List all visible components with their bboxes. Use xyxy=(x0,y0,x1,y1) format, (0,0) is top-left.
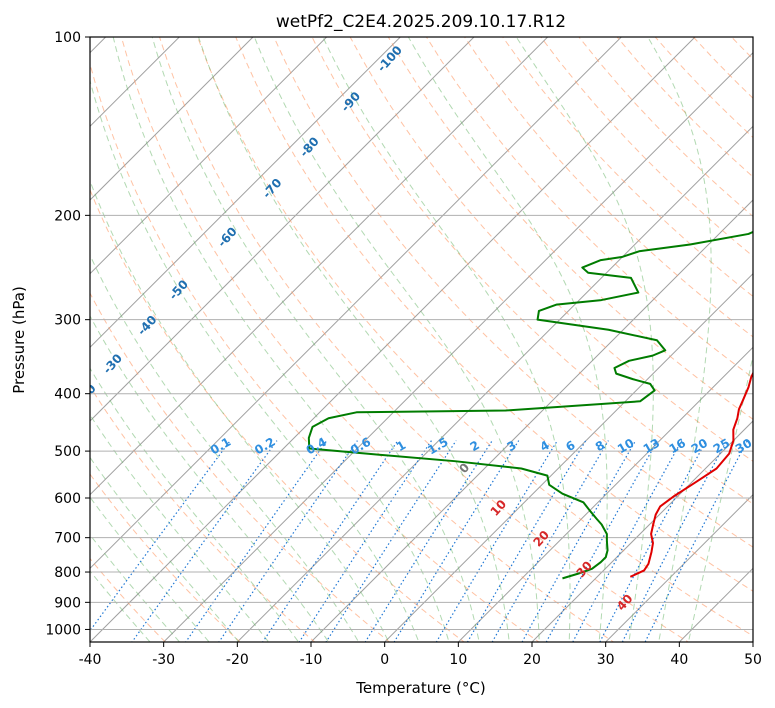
dewpoint-profile-line xyxy=(307,230,753,580)
moist-adiabat-line xyxy=(112,37,450,642)
dry-adiabat-line xyxy=(273,37,753,548)
mixing-ratio-line xyxy=(521,440,637,642)
dry-adiabat-line xyxy=(349,37,753,462)
isotherm-line xyxy=(90,37,402,349)
isotherm-line xyxy=(162,51,753,642)
y-tick-label: 700 xyxy=(54,531,81,547)
adiabat-label: -20 xyxy=(74,381,99,406)
dry-adiabat-line xyxy=(197,37,753,637)
moist-adiabat-line xyxy=(90,254,360,642)
moist-adiabat-line xyxy=(322,37,571,642)
x-tick-label: 20 xyxy=(523,652,541,668)
mixing-ratio-line xyxy=(364,440,493,642)
moist-adiabat-line xyxy=(90,413,270,642)
dry-adiabat-line xyxy=(120,37,615,642)
mixing-ratio-line xyxy=(435,440,558,642)
dry-adiabat-line xyxy=(90,385,316,642)
x-tick-label: 30 xyxy=(597,652,615,668)
y-tick-label: 1000 xyxy=(45,622,81,638)
temperature-profile-line xyxy=(629,371,753,578)
chart-title: wetPf2_C2E4.2025.209.10.17.R12 xyxy=(276,12,566,32)
y-tick-label: 200 xyxy=(54,208,81,224)
x-tick-label: -30 xyxy=(152,652,175,668)
dry-adiabat-line xyxy=(311,37,753,505)
moist-adiabat-line xyxy=(647,37,712,642)
mixing-ratio-line xyxy=(572,440,683,642)
isotherm-line xyxy=(90,37,181,128)
y-tick-label: 100 xyxy=(54,30,81,46)
mixing-ratio-line xyxy=(644,440,748,642)
moist-adiabat-line xyxy=(515,37,654,642)
moist-adiabat-line xyxy=(151,37,480,642)
isotherm-line xyxy=(236,125,753,642)
isotherm-line xyxy=(90,37,549,496)
mixing-ratio-line xyxy=(131,440,278,642)
x-tick-label: -10 xyxy=(300,652,323,668)
isotherm-line xyxy=(90,37,475,422)
background-lines xyxy=(90,37,753,642)
isotherm-line xyxy=(90,37,328,275)
x-tick-label: 10 xyxy=(449,652,467,668)
axis-ticks: -40 -30 -20 -10 0 10 20 30 40 50 1000 900 800 700 600 5… xyxy=(45,30,762,668)
plot-frame xyxy=(89,36,754,643)
isotherm-line xyxy=(531,420,753,642)
isotherm-line xyxy=(90,37,623,570)
x-tick-label: 50 xyxy=(744,652,762,668)
mixing-ratio-label: 30 xyxy=(733,436,754,456)
y-tick-label: 800 xyxy=(54,565,81,581)
moist-adiabat-line xyxy=(90,456,240,642)
y-tick-label: 300 xyxy=(54,313,81,329)
dry-adiabat-line xyxy=(90,473,241,642)
dry-adiabat-line xyxy=(502,37,753,298)
dry-adiabat-line xyxy=(387,37,753,420)
dry-adiabat-line xyxy=(90,62,540,642)
moist-adiabat-line xyxy=(253,37,540,642)
dry-adiabat-line xyxy=(235,37,753,592)
mixing-ratio-line xyxy=(599,440,707,642)
moist-adiabat-line xyxy=(90,367,300,642)
dry-adiabat-line xyxy=(464,37,753,338)
x-tick-label: 0 xyxy=(380,652,389,668)
isotherm-line xyxy=(90,37,254,201)
moist-adiabat-line xyxy=(407,37,608,642)
moist-adiabat-line xyxy=(198,37,510,642)
dry-adiabat-line xyxy=(425,37,753,379)
y-tick-label: 600 xyxy=(54,491,81,507)
moist-adiabat-line xyxy=(687,353,753,642)
moist-adiabat-line xyxy=(90,496,210,642)
isotherm-line xyxy=(90,37,696,642)
mixing-ratio-line xyxy=(393,440,520,642)
x-tick-label: -40 xyxy=(79,652,102,668)
x-tick-label: -20 xyxy=(226,652,249,668)
isotherm-line xyxy=(457,346,753,642)
y-tick-label: 900 xyxy=(54,595,81,611)
mixing-ratio-line xyxy=(218,440,358,642)
x-axis-title: Temperature (°C) xyxy=(355,679,485,697)
isotherm-line xyxy=(383,272,753,642)
x-tick-label: 40 xyxy=(670,652,688,668)
mixing-ratio-line xyxy=(491,440,609,642)
mixing-ratio-line xyxy=(262,440,399,642)
moist-adiabat-line xyxy=(90,314,330,642)
mixing-ratio-line xyxy=(545,440,659,642)
y-axis-title: Pressure (hPa) xyxy=(10,286,28,394)
y-tick-label: 500 xyxy=(54,444,81,460)
y-tick-label: 400 xyxy=(54,387,81,403)
moist-adiabat-line xyxy=(90,78,420,642)
isotherm-line xyxy=(604,493,753,642)
dry-adiabat-line xyxy=(159,37,690,642)
profile-series xyxy=(307,230,753,580)
